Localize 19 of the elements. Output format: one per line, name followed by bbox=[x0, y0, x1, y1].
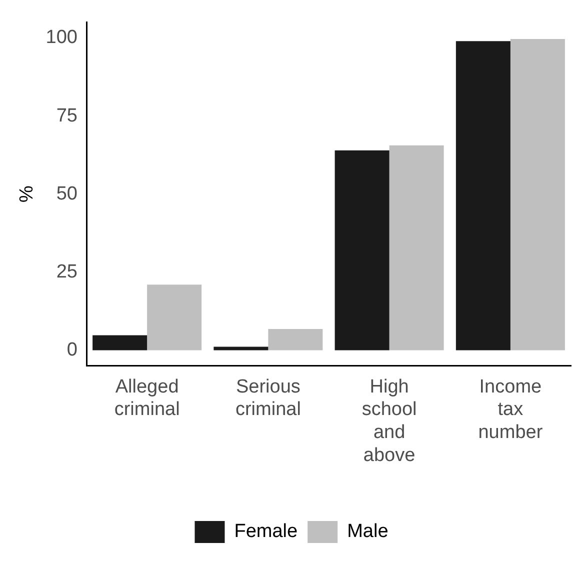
x-tick-label: Serious criminal bbox=[235, 376, 301, 420]
y-tick-label: 100 bbox=[46, 27, 78, 48]
y-axis-title: % bbox=[16, 186, 38, 203]
legend-label: Male bbox=[347, 521, 388, 542]
bar bbox=[456, 41, 510, 350]
y-tick-label: 25 bbox=[56, 261, 78, 282]
legend-label: Female bbox=[234, 521, 298, 542]
bar bbox=[334, 150, 390, 350]
y-tick-label: 50 bbox=[56, 183, 78, 204]
bar bbox=[510, 38, 565, 350]
y-tick-label: 75 bbox=[56, 105, 78, 126]
bar bbox=[389, 145, 444, 350]
y-tick-label: 0 bbox=[66, 339, 78, 360]
x-tick-label: Alleged criminal bbox=[114, 376, 180, 420]
x-tick-label: High school and above bbox=[362, 376, 417, 466]
bar bbox=[268, 328, 323, 350]
bar bbox=[147, 284, 202, 350]
x-tick-label: Income tax number bbox=[478, 376, 544, 444]
bar bbox=[92, 335, 148, 350]
